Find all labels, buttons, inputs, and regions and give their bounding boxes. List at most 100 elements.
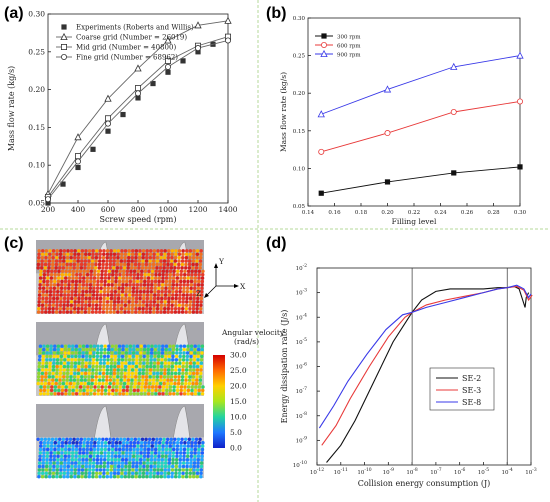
particle	[200, 283, 204, 287]
particle	[183, 385, 187, 389]
particle	[51, 310, 55, 314]
particle	[117, 351, 121, 355]
particle	[81, 347, 86, 352]
particle	[116, 471, 121, 475]
particle	[158, 269, 162, 273]
particle	[135, 461, 139, 465]
particle	[152, 371, 156, 376]
particle	[44, 259, 48, 263]
particle	[89, 269, 94, 273]
particle	[116, 368, 120, 372]
particle	[126, 381, 130, 386]
particle	[153, 283, 158, 287]
particle	[163, 358, 168, 362]
particle	[51, 475, 55, 479]
particle	[118, 269, 122, 273]
colorbar-tick-label: 5.0	[230, 428, 242, 437]
particle	[82, 269, 86, 273]
x-tick-label-d: 10-9	[383, 467, 395, 476]
particle	[189, 283, 194, 287]
particle	[41, 300, 45, 304]
particle	[175, 279, 179, 284]
particle	[161, 279, 165, 284]
particle	[146, 354, 150, 359]
y-tick-label-b: 0.25	[293, 54, 306, 60]
particle	[55, 306, 59, 311]
particle	[154, 385, 158, 389]
particle	[162, 378, 167, 382]
particle	[200, 354, 204, 359]
particle	[71, 276, 75, 280]
particle	[123, 306, 127, 311]
particle	[148, 368, 153, 372]
particle	[132, 279, 136, 284]
particle	[53, 279, 57, 284]
particle	[193, 444, 198, 448]
particle	[67, 276, 72, 280]
particle	[151, 378, 156, 382]
particle	[170, 252, 174, 256]
particle	[115, 266, 120, 270]
particle	[154, 272, 158, 277]
particle	[131, 458, 136, 462]
particle	[196, 461, 200, 465]
y-tick-base: 10	[293, 463, 300, 469]
particle	[102, 358, 107, 362]
particle	[170, 259, 174, 263]
particle	[112, 437, 116, 441]
legend-label-d-0: SE-2	[462, 374, 481, 383]
particle	[185, 249, 189, 253]
particle	[60, 279, 64, 284]
particle	[164, 344, 169, 348]
particle	[133, 437, 137, 441]
particle	[55, 364, 59, 369]
particle	[173, 310, 178, 314]
particle	[103, 276, 108, 280]
particle	[100, 388, 104, 393]
particle	[137, 381, 141, 386]
particle	[95, 249, 99, 253]
particle	[186, 392, 190, 396]
x-tick-exp: -6	[461, 467, 466, 473]
particle	[120, 303, 124, 307]
particle	[172, 276, 176, 280]
particle	[155, 262, 159, 267]
particle	[159, 249, 164, 253]
panel-label-d: (d)	[266, 235, 286, 252]
particle	[145, 358, 150, 362]
particle	[180, 378, 185, 382]
particle	[148, 381, 152, 386]
particle	[188, 371, 192, 376]
particle	[101, 262, 105, 267]
particle	[61, 266, 66, 270]
particle	[113, 364, 117, 369]
particle	[152, 296, 157, 301]
particle	[109, 361, 114, 365]
particle	[197, 444, 201, 448]
particle	[171, 454, 175, 458]
particle	[44, 306, 48, 311]
particle	[111, 269, 115, 273]
particle	[163, 368, 167, 372]
particle	[133, 262, 138, 267]
data-point-b-2	[450, 62, 458, 70]
particle	[186, 451, 190, 455]
particle	[107, 344, 111, 348]
particle	[97, 262, 102, 267]
particle	[89, 344, 93, 348]
particle	[143, 447, 147, 452]
particle	[201, 441, 205, 445]
particle	[76, 303, 81, 307]
particle	[36, 437, 40, 441]
particle	[94, 371, 99, 376]
particle	[37, 300, 41, 304]
particle	[149, 351, 154, 355]
particle	[127, 468, 131, 472]
particle	[61, 381, 66, 386]
particle	[63, 293, 67, 297]
particle	[87, 371, 91, 376]
particle	[149, 286, 154, 290]
z-arrowhead	[204, 293, 209, 298]
particle	[52, 286, 57, 290]
particle	[77, 358, 81, 362]
